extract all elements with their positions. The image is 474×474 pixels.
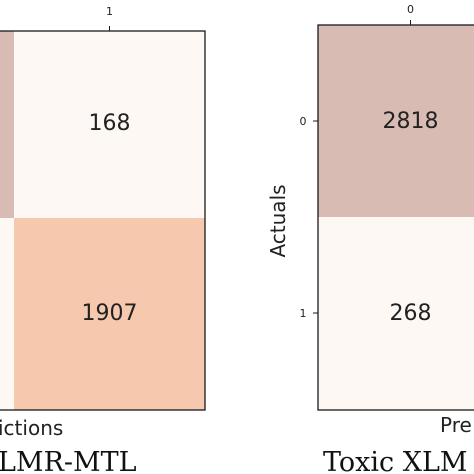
left-value-1907: 1907 — [82, 301, 138, 326]
right-y-tick-label-0: 0 — [300, 115, 307, 128]
left-value-168: 168 — [89, 111, 131, 136]
left-heatmap: 1 168 1907 ictions LMR-MTL — [0, 5, 206, 474]
right-value-2818: 2818 — [383, 109, 439, 134]
right-value-268: 268 — [390, 301, 432, 326]
left-frame — [0, 30, 206, 411]
right-cell-r0c0 — [318, 25, 474, 217]
right-x-tick-label: 0 — [407, 3, 414, 16]
right-frame — [317, 24, 474, 411]
left-cell-r0c1 — [14, 31, 205, 218]
left-cell-r1c1 — [14, 218, 205, 410]
left-cell-r0c0 — [0, 31, 14, 218]
right-cell-r1c0 — [318, 217, 474, 410]
right-xlabel-fragment: Pre — [440, 413, 472, 437]
right-title-fragment: Toxic XLM — [323, 447, 468, 474]
left-title-fragment: LMR-MTL — [0, 447, 137, 474]
left-xlabel-fragment: ictions — [0, 416, 63, 440]
right-heatmap: 0 0 1 Actuals 2818 268 Pre Toxic XLM — [266, 3, 474, 474]
right-y-tick-label-1: 1 — [300, 307, 307, 320]
left-cell-r1c0 — [0, 218, 14, 410]
right-ylabel: Actuals — [266, 184, 290, 257]
left-x-tick-label: 1 — [106, 5, 113, 18]
